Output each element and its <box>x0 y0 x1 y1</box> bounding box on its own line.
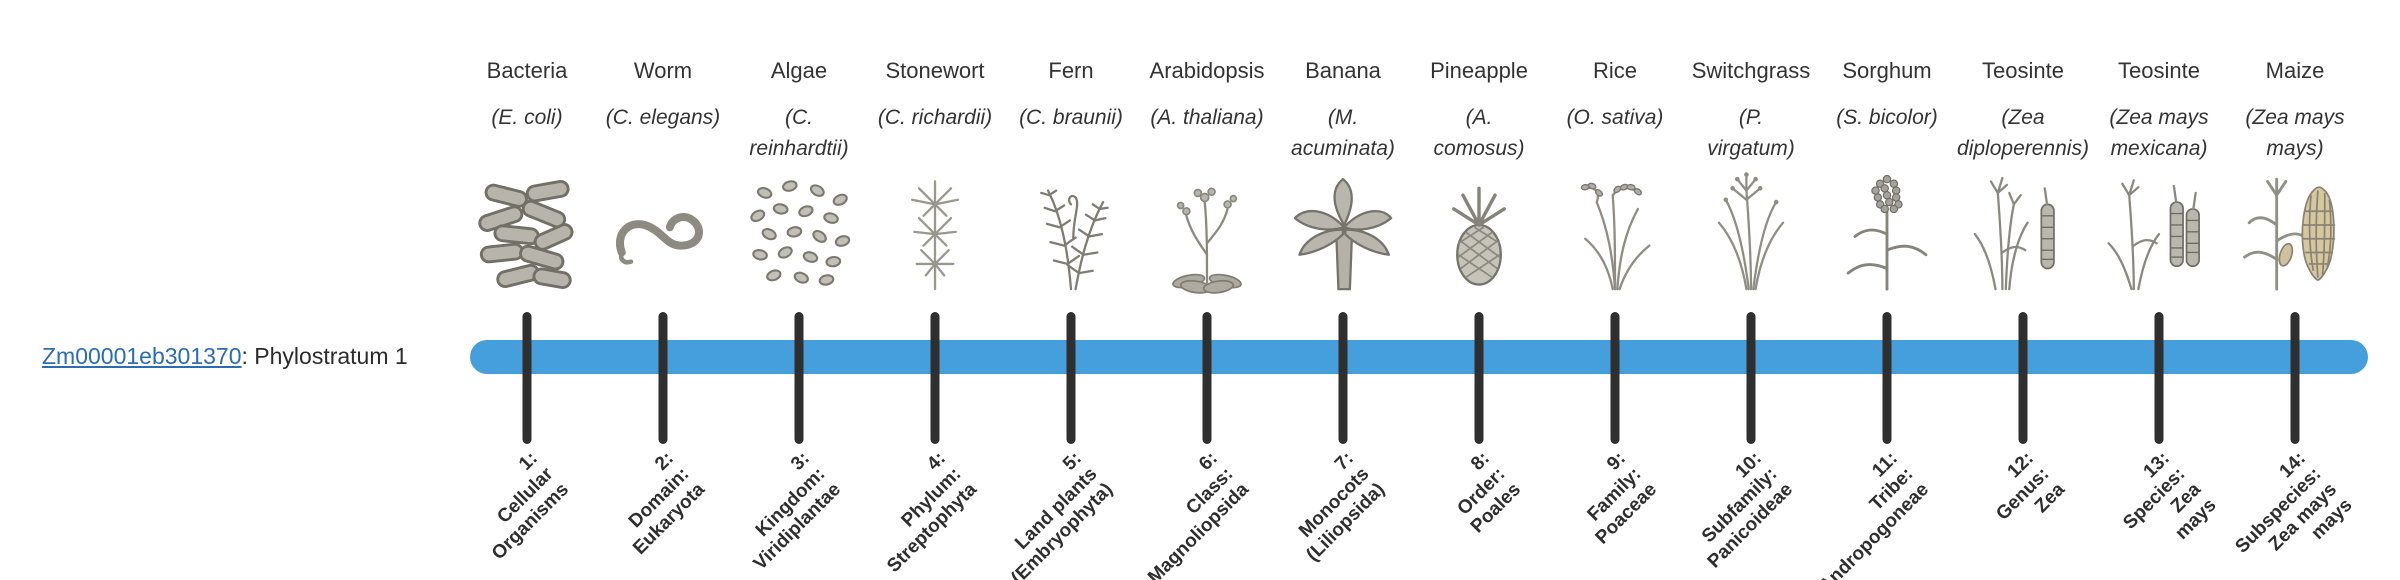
worm-illustration <box>605 170 721 296</box>
organism-name: Maize <box>2265 58 2325 83</box>
organism-column: Arabidopsis (A. thaliana) 6: Class: Magnol… <box>1139 0 1275 580</box>
fern-illustration <box>1013 170 1129 296</box>
banana-illustration <box>1285 170 1401 296</box>
organism-column: Algae (C. reinhardtii) 3: Kingdom: Viridipl… <box>731 0 867 580</box>
organism-scientific-name: (Zea mays mexicana) <box>2109 106 2209 160</box>
organism-name: Teosinte <box>1982 58 2064 83</box>
organism-scientific-name: (P. virgatum) <box>1707 106 1795 160</box>
phylostratum-tick <box>1338 312 1348 444</box>
organism-column: Rice (O. sativa) 9: Family: Poaceae <box>1547 0 1683 580</box>
algae-illustration <box>741 170 857 296</box>
phylostratum-tick <box>1746 312 1756 444</box>
phylostratum-tick <box>1882 312 1892 444</box>
organism-name: Teosinte <box>2118 58 2200 83</box>
phylostratum-label: 1: Cellular Organisms <box>487 448 573 565</box>
organism-scientific-name: (E. coli) <box>491 106 563 129</box>
phylostratum-tick <box>794 312 804 444</box>
organism-name: Bacteria <box>486 58 568 83</box>
phylostratum-tick <box>1474 312 1484 444</box>
organism-scientific-name: (Zea mays mays) <box>2245 106 2345 160</box>
organism-column: Banana (M. acuminata) 7: Monocots (Liliopsi… <box>1275 0 1411 580</box>
organism-column: Maize (Zea mays mays) 14: Subspecies: Zea m… <box>2227 0 2363 580</box>
organism-name: Rice <box>1592 58 1637 83</box>
rice-illustration <box>1557 170 1673 296</box>
phylostratum-tick <box>1202 312 1212 444</box>
organism-column: Switchgrass (P. virgatum) 10: Subfamily: Pa… <box>1683 0 1819 580</box>
organism-name: Switchgrass <box>1691 58 1811 83</box>
organism-scientific-name: (C. richardii) <box>877 106 993 129</box>
phylostratum-tick <box>930 312 940 444</box>
switchgrass-illustration <box>1693 170 1809 296</box>
organism-column: Worm (C. elegans) 2: Domain: Eukaryota <box>595 0 731 580</box>
organism-column: Pineapple (A. comosus) 8: Order: Poales <box>1411 0 1547 580</box>
organism-name: Algae <box>770 58 828 83</box>
phylostratum-tick <box>1610 312 1620 444</box>
organism-column: Teosinte (Zea diploperennis) 12: Genus: Zea <box>1955 0 2091 580</box>
organism-name: Arabidopsis <box>1149 58 1265 83</box>
organism-column: Fern (C. braunii) 5: Land plants (Embryoph… <box>1003 0 1139 580</box>
organism-name: Worm <box>633 58 693 83</box>
phylostratum-tick <box>2018 312 2028 444</box>
organism-column: Bacteria (E. coli) 1: Cellular Organisms <box>459 0 595 580</box>
organism-scientific-name: (C. reinhardtii) <box>749 106 849 160</box>
phylostratum-tick <box>658 312 668 444</box>
organism-scientific-name: (O. sativa) <box>1566 106 1664 129</box>
organism-name: Pineapple <box>1430 58 1528 83</box>
organism-scientific-name: (Zea diploperennis) <box>1957 106 2089 160</box>
gene-label: Zm00001eb301370: Phylostratum 1 <box>42 343 408 370</box>
organism-name: Sorghum <box>1842 58 1932 83</box>
sorghum-illustration <box>1829 170 1945 296</box>
organism-name: Fern <box>1048 58 1094 83</box>
phylostratum-bar <box>470 340 2368 374</box>
organism-scientific-name: (C. braunii) <box>1019 106 1123 129</box>
organism-scientific-name: (A. comosus) <box>1433 106 1525 160</box>
teosinte-mexicana-illustration <box>2101 170 2217 296</box>
bacteria-illustration <box>469 170 585 296</box>
organism-column: Stonewort (C. richardii) 4: Phylum: Strept… <box>867 0 1003 580</box>
phylostratum-tick <box>2154 312 2164 444</box>
organism-column: Sorghum (S. bicolor) 11: Tribe: Andropogon… <box>1815 0 1955 580</box>
organism-column: Teosinte (Zea mays mexicana) 13: Species: Z… <box>2091 0 2227 580</box>
organism-scientific-name: (S. bicolor) <box>1836 106 1938 129</box>
phylostratum-tick <box>522 312 532 444</box>
teosinte-diploperennis-illustration <box>1965 170 2081 296</box>
maize-illustration <box>2237 170 2353 296</box>
organism-scientific-name: (C. elegans) <box>605 106 721 129</box>
organism-columns: Bacteria (E. coli) 1: Cellular Organisms W… <box>459 0 2363 580</box>
organism-scientific-name: (M. acuminata) <box>1291 106 1395 160</box>
gene-label-suffix: : Phylostratum 1 <box>241 343 408 369</box>
pineapple-illustration <box>1421 170 1537 296</box>
arabidopsis-illustration <box>1149 170 1265 296</box>
phylostratum-tick <box>1066 312 1076 444</box>
phylostratum-tick <box>2290 312 2300 444</box>
organism-name: Banana <box>1305 58 1381 83</box>
organism-name: Stonewort <box>885 58 985 83</box>
gene-link[interactable]: Zm00001eb301370 <box>42 343 242 369</box>
stonewort-illustration <box>877 170 993 296</box>
organism-scientific-name: (A. thaliana) <box>1150 106 1264 129</box>
